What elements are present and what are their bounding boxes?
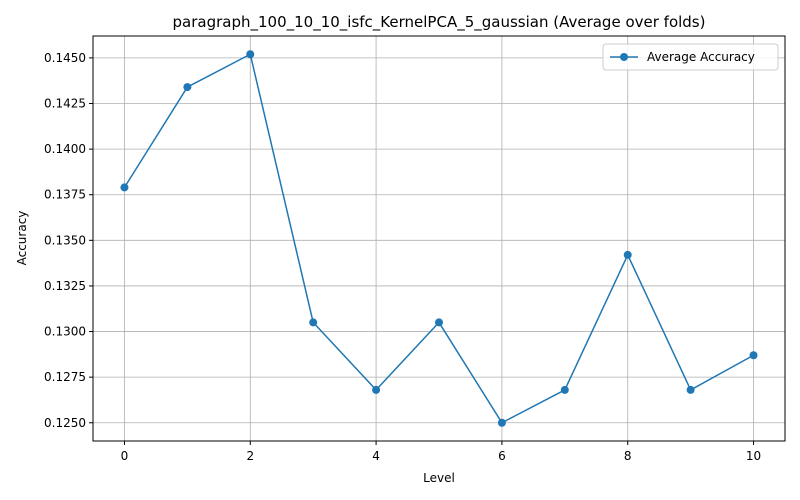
x-tick-label: 10	[746, 449, 761, 463]
axis-ticks: 0 2 4 6 8 10 0.1250 0.1275 0.1300 0.1325 0.1350 0.1…	[44, 51, 761, 463]
data-point	[246, 50, 255, 59]
data-point	[560, 385, 569, 394]
data-point	[183, 83, 192, 92]
plot-frame	[92, 35, 786, 442]
series-average-accuracy	[120, 50, 758, 427]
y-tick-label: 0.1275	[44, 370, 86, 384]
x-axis-label: Level	[423, 471, 455, 485]
legend-label: Average Accuracy	[647, 50, 755, 64]
y-tick-label: 0.1250	[44, 416, 86, 430]
series-line	[123, 53, 754, 424]
data-point	[120, 183, 129, 192]
data-point	[372, 385, 381, 394]
y-tick-label: 0.1400	[44, 142, 86, 156]
legend-box	[602, 43, 779, 71]
y-tick-label: 0.1375	[44, 188, 86, 202]
x-tick-label: 6	[498, 449, 506, 463]
data-point	[686, 385, 695, 394]
grid-lines	[93, 36, 785, 441]
y-axis-label: Accuracy	[15, 211, 29, 266]
data-point	[497, 418, 506, 427]
y-tick-label: 0.1450	[44, 51, 86, 65]
chart-title: paragraph_100_10_10_isfc_KernelPCA_5_gau…	[173, 13, 706, 32]
x-tick-label: 2	[246, 449, 254, 463]
y-tick-label: 0.1425	[44, 97, 86, 111]
data-point	[435, 318, 443, 327]
x-tick-label: 0	[121, 449, 129, 463]
x-tick-label: 4	[372, 449, 380, 463]
y-tick-label: 0.1300	[44, 325, 86, 339]
y-tick-label: 0.1325	[44, 279, 86, 293]
x-tick-label: 8	[624, 449, 632, 463]
data-point	[309, 318, 318, 327]
legend: Average Accuracy	[602, 43, 779, 71]
data-point	[623, 250, 632, 259]
legend-marker-swatch	[620, 53, 628, 61]
y-tick-label: 0.1350	[44, 233, 86, 247]
data-point	[749, 351, 758, 360]
